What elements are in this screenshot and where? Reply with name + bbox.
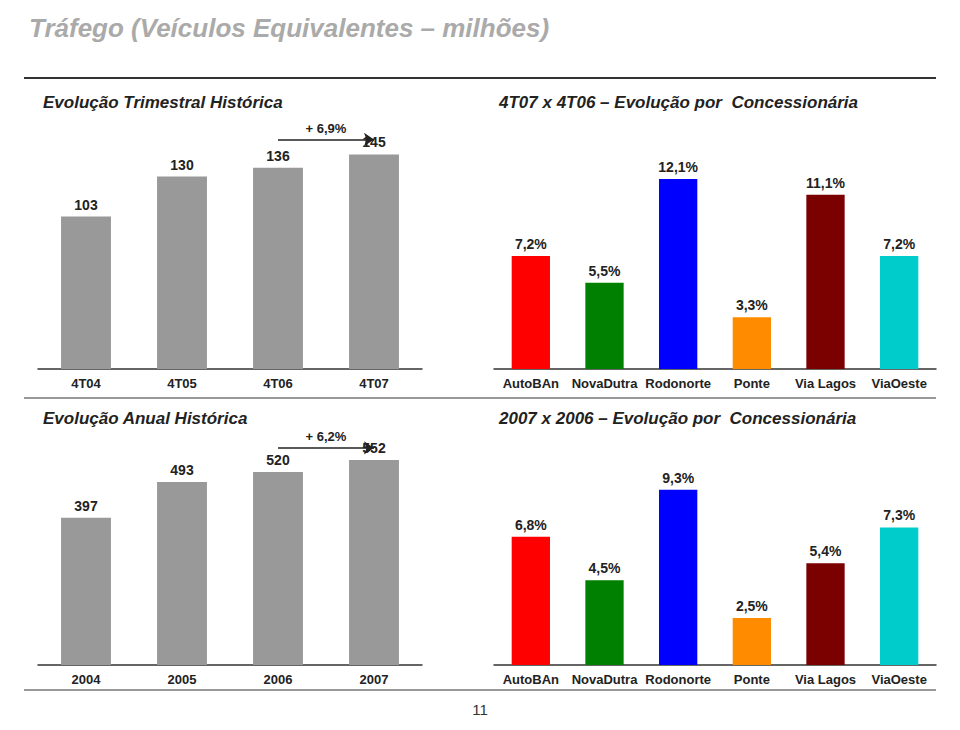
svg-text:5,5%: 5,5% bbox=[589, 263, 621, 279]
svg-text:2005: 2005 bbox=[168, 672, 197, 687]
svg-text:4T06: 4T06 bbox=[263, 376, 293, 391]
svg-text:11,1%: 11,1% bbox=[806, 175, 845, 191]
svg-text:Rodonorte: Rodonorte bbox=[645, 672, 711, 687]
svg-text:4T05: 4T05 bbox=[167, 376, 197, 391]
svg-text:12,1%: 12,1% bbox=[658, 159, 698, 175]
svg-text:NovaDutra: NovaDutra bbox=[572, 376, 639, 391]
svg-text:103: 103 bbox=[74, 197, 98, 213]
svg-text:Ponte: Ponte bbox=[734, 672, 770, 687]
svg-text:4,5%: 4,5% bbox=[589, 560, 621, 576]
svg-text:2007: 2007 bbox=[360, 672, 389, 687]
svg-text:2006: 2006 bbox=[264, 672, 293, 687]
svg-text:NovaDutra: NovaDutra bbox=[572, 672, 639, 687]
svg-text:520: 520 bbox=[266, 452, 290, 468]
svg-text:2004: 2004 bbox=[72, 672, 102, 687]
svg-text:2007 x 2006 – Evolução por Co: 2007 x 2006 – Evolução por Concessionári… bbox=[498, 409, 856, 428]
svg-text:2,5%: 2,5% bbox=[736, 598, 768, 614]
svg-text:AutoBAn: AutoBAn bbox=[503, 376, 559, 391]
svg-text:Ponte: Ponte bbox=[734, 376, 770, 391]
svg-text:AutoBAn: AutoBAn bbox=[503, 672, 559, 687]
svg-text:9,3%: 9,3% bbox=[662, 470, 694, 486]
svg-text:145: 145 bbox=[362, 134, 386, 151]
svg-text:130: 130 bbox=[170, 157, 194, 173]
svg-text:136: 136 bbox=[266, 148, 290, 164]
svg-text:3,3%: 3,3% bbox=[736, 297, 768, 313]
svg-text:7,2%: 7,2% bbox=[883, 236, 915, 252]
svg-text:4T04: 4T04 bbox=[71, 376, 101, 391]
svg-text:Evolução Trimestral Histórica: Evolução Trimestral Histórica bbox=[43, 93, 283, 112]
svg-text:7,2%: 7,2% bbox=[515, 236, 547, 252]
svg-text:Rodonorte: Rodonorte bbox=[645, 376, 711, 391]
svg-text:ViaOeste: ViaOeste bbox=[871, 376, 926, 391]
svg-text:11: 11 bbox=[472, 701, 488, 718]
svg-text:4T07: 4T07 bbox=[359, 376, 389, 391]
svg-text:Evolução Anual Histórica: Evolução Anual Histórica bbox=[43, 409, 247, 428]
svg-text:4T07 x 4T06 – Evolução por Co: 4T07 x 4T06 – Evolução por Concessionári… bbox=[498, 93, 858, 112]
svg-text:Via Lagos: Via Lagos bbox=[795, 672, 856, 687]
svg-text:493: 493 bbox=[170, 462, 194, 478]
svg-text:6,8%: 6,8% bbox=[515, 517, 547, 533]
svg-text:397: 397 bbox=[74, 498, 98, 514]
svg-text:ViaOeste: ViaOeste bbox=[871, 672, 926, 687]
svg-text:Via Lagos: Via Lagos bbox=[795, 376, 856, 391]
svg-text:+ 6,9%: + 6,9% bbox=[306, 121, 347, 136]
svg-text:Tráfego (Veículos Equivalentes: Tráfego (Veículos Equivalentes – milhões… bbox=[29, 13, 549, 43]
svg-text:+ 6,2%: + 6,2% bbox=[306, 429, 347, 444]
svg-text:5,4%: 5,4% bbox=[810, 543, 842, 559]
svg-text:552: 552 bbox=[362, 440, 386, 457]
svg-text:7,3%: 7,3% bbox=[883, 507, 915, 523]
